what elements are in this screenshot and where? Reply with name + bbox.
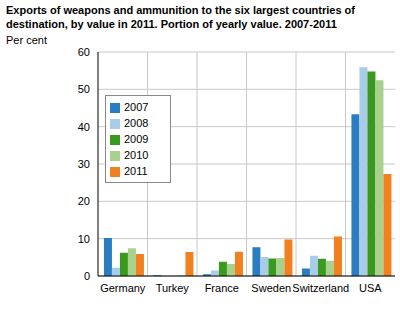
svg-text:20: 20: [78, 195, 90, 207]
svg-text:50: 50: [78, 83, 90, 95]
html-text:2010: 2010: [124, 149, 149, 161]
svg-text:Switzerland: Switzerland: [292, 282, 349, 294]
html-text:Exports of weapons and ammunit: Exports of weapons and ammunition to the…: [6, 4, 355, 30]
svg-text:30: 30: [78, 158, 90, 170]
svg-text:Germany: Germany: [100, 282, 146, 294]
html-text:2007: 2007: [124, 101, 149, 113]
svg-text:Turkey: Turkey: [156, 282, 190, 294]
svg-text:Sweden: Sweden: [251, 282, 291, 294]
html-text:2008: 2008: [124, 117, 149, 129]
svg-text:0: 0: [84, 270, 90, 282]
html-text:Per cent: Per cent: [6, 34, 47, 46]
html-text:2009: 2009: [124, 133, 149, 145]
svg-text:60: 60: [78, 46, 90, 58]
svg-text:40: 40: [78, 121, 90, 133]
svg-text:USA: USA: [359, 282, 382, 294]
html-text:2011: 2011: [124, 165, 148, 177]
svg-text:10: 10: [78, 233, 90, 245]
svg-text:France: France: [205, 282, 239, 294]
